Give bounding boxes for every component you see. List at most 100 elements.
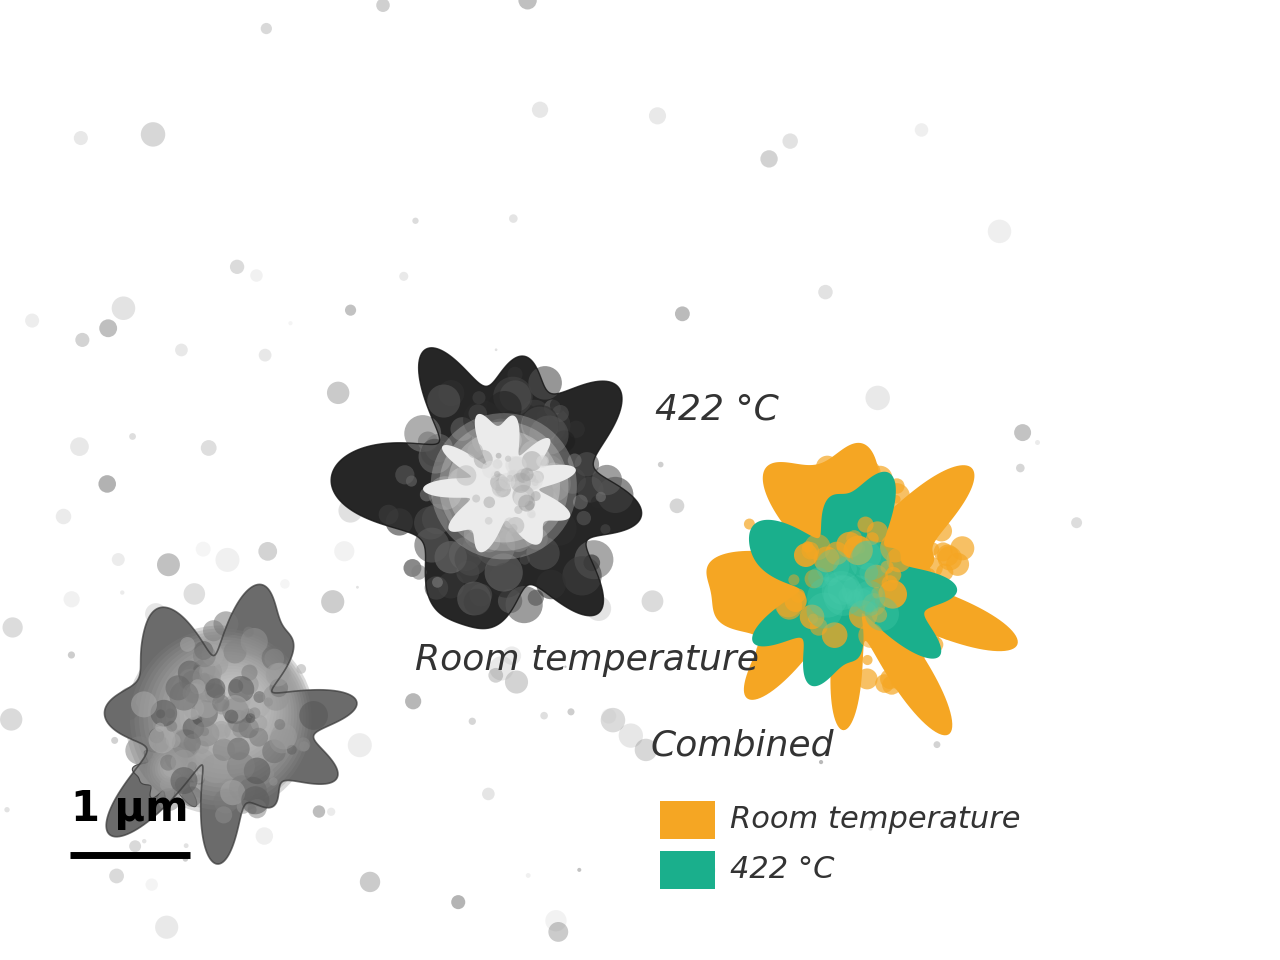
Circle shape [201,675,265,738]
Circle shape [488,391,522,425]
Circle shape [928,636,943,653]
Circle shape [863,655,873,665]
Circle shape [507,517,525,535]
Circle shape [201,755,230,783]
Circle shape [205,684,225,704]
Circle shape [155,753,187,785]
Circle shape [489,657,513,681]
Circle shape [521,407,558,444]
Circle shape [160,778,173,792]
Circle shape [801,541,819,560]
Circle shape [804,534,831,561]
Circle shape [538,457,548,467]
Circle shape [250,728,268,747]
Circle shape [905,622,919,636]
Circle shape [504,513,518,526]
Circle shape [449,537,483,571]
Circle shape [495,487,502,493]
Circle shape [878,580,908,609]
Circle shape [486,491,524,527]
Circle shape [548,922,568,942]
Circle shape [506,456,522,471]
Circle shape [215,806,232,824]
Circle shape [828,575,858,605]
Circle shape [187,684,195,693]
Circle shape [338,498,362,522]
Circle shape [541,511,576,545]
Circle shape [161,649,292,779]
Circle shape [777,594,803,619]
Circle shape [468,489,480,500]
Circle shape [200,727,209,736]
Circle shape [456,471,472,488]
Circle shape [259,348,271,362]
Circle shape [746,579,758,589]
Circle shape [842,575,873,607]
Circle shape [573,494,588,510]
Circle shape [259,542,276,561]
Circle shape [195,695,218,718]
Circle shape [520,555,530,564]
Circle shape [261,23,271,35]
Circle shape [463,530,490,557]
Circle shape [918,486,945,512]
Circle shape [836,532,863,558]
Circle shape [518,494,535,512]
Circle shape [909,663,919,674]
Circle shape [751,596,772,616]
Circle shape [878,511,897,530]
Circle shape [855,543,865,554]
Circle shape [814,546,840,572]
Circle shape [508,456,526,474]
Circle shape [465,453,475,464]
Circle shape [756,535,780,559]
Circle shape [849,600,878,629]
Circle shape [774,589,803,617]
Circle shape [525,501,534,511]
Circle shape [576,511,591,525]
Circle shape [495,446,513,464]
Circle shape [430,413,577,560]
Circle shape [833,557,856,581]
Circle shape [451,418,475,441]
Circle shape [169,682,198,710]
Circle shape [737,555,748,564]
Circle shape [125,736,154,765]
Circle shape [936,564,954,581]
Circle shape [457,582,492,615]
Circle shape [591,465,622,495]
Circle shape [504,517,515,528]
Circle shape [838,588,852,602]
Circle shape [913,564,932,583]
Circle shape [506,670,529,693]
Circle shape [856,460,881,484]
Circle shape [495,348,498,351]
Circle shape [188,666,274,752]
Circle shape [111,737,118,744]
Circle shape [215,548,239,572]
Circle shape [170,655,285,770]
Circle shape [196,541,211,557]
Circle shape [152,751,189,788]
Circle shape [193,659,215,682]
Circle shape [526,537,559,570]
Circle shape [485,454,511,481]
Circle shape [864,602,878,616]
Circle shape [858,516,873,533]
Circle shape [529,366,562,399]
Circle shape [568,453,581,468]
Circle shape [125,626,315,814]
Circle shape [247,799,266,818]
Circle shape [529,512,535,518]
Circle shape [506,401,538,434]
Circle shape [280,579,289,588]
Circle shape [520,494,556,530]
Circle shape [559,468,586,493]
Circle shape [385,508,413,536]
Circle shape [515,506,522,514]
Circle shape [531,470,544,483]
Circle shape [221,695,248,722]
Circle shape [893,649,905,660]
Circle shape [421,439,448,467]
Circle shape [458,462,485,488]
